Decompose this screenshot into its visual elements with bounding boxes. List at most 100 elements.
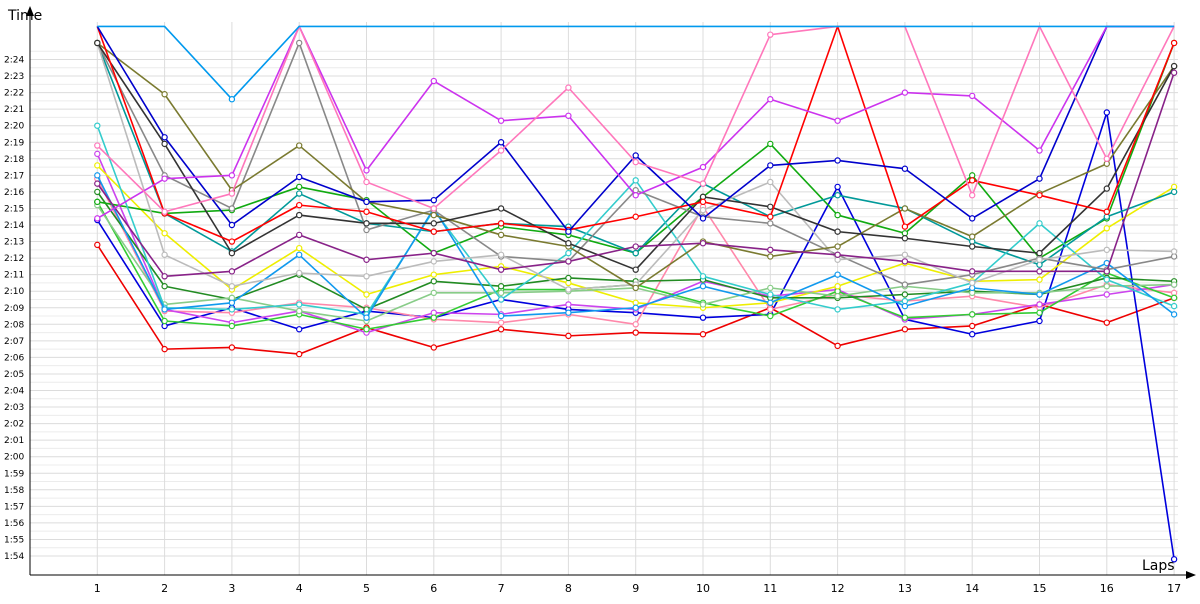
x-tick-label: 8 xyxy=(565,582,572,595)
data-point xyxy=(1103,276,1111,283)
data-point xyxy=(94,188,101,196)
data-point xyxy=(497,139,505,146)
data-point xyxy=(497,326,505,333)
data-point xyxy=(767,162,774,169)
data-point xyxy=(901,251,909,258)
data-point xyxy=(296,251,303,258)
y-tick-label: 2:22 xyxy=(4,89,24,99)
data-point xyxy=(296,307,303,315)
data-point xyxy=(767,213,774,220)
y-tick-label: 1:59 xyxy=(4,469,24,479)
data-point xyxy=(1103,246,1111,254)
data-point xyxy=(767,291,774,298)
data-point xyxy=(430,289,437,297)
data-point xyxy=(228,190,236,197)
data-point xyxy=(363,178,370,186)
data-point xyxy=(430,205,437,212)
data-point xyxy=(1036,147,1043,154)
data-point xyxy=(969,268,976,275)
data-point xyxy=(565,309,572,316)
data-point xyxy=(767,140,774,148)
x-tick-label: 15 xyxy=(1033,582,1047,595)
data-point xyxy=(363,208,370,215)
y-tick-label: 2:16 xyxy=(4,188,24,198)
data-point xyxy=(94,150,101,158)
data-point xyxy=(767,31,774,38)
data-point xyxy=(363,326,370,333)
data-point xyxy=(1170,248,1178,255)
data-point xyxy=(94,122,101,129)
data-point xyxy=(632,284,639,292)
data-point xyxy=(767,220,774,227)
data-point xyxy=(632,152,639,159)
data-point xyxy=(94,180,101,187)
data-point xyxy=(834,192,841,199)
y-tick-label: 2:18 xyxy=(4,155,24,165)
y-tick-label: 2:06 xyxy=(4,353,24,363)
data-point xyxy=(834,251,841,258)
y-axis-title: Time xyxy=(7,8,42,24)
data-point xyxy=(632,304,639,311)
data-point xyxy=(699,180,707,187)
data-point xyxy=(565,112,572,119)
data-point xyxy=(969,92,976,100)
data-point xyxy=(834,271,841,278)
data-point xyxy=(1036,309,1043,316)
x-tick-label: 1 xyxy=(94,582,101,595)
data-point xyxy=(296,190,303,197)
data-point xyxy=(228,322,236,330)
data-point xyxy=(161,175,168,182)
data-point xyxy=(767,96,774,103)
data-point xyxy=(161,317,168,325)
data-point xyxy=(497,147,505,154)
data-point xyxy=(1103,109,1111,116)
data-point xyxy=(1103,283,1111,290)
y-tick-label: 2:07 xyxy=(4,337,24,347)
data-point xyxy=(161,91,168,98)
data-point xyxy=(94,142,101,149)
data-point xyxy=(497,205,505,212)
data-point xyxy=(767,306,774,313)
data-point xyxy=(296,301,303,308)
data-point xyxy=(901,205,909,212)
y-tick-label: 2:00 xyxy=(4,453,24,463)
data-point xyxy=(363,273,370,280)
data-point xyxy=(565,274,572,282)
data-point xyxy=(1170,281,1178,288)
series-19 xyxy=(94,25,1175,222)
data-point xyxy=(834,283,841,290)
data-point xyxy=(94,198,101,206)
data-point xyxy=(430,211,437,219)
data-point xyxy=(497,289,505,297)
x-tick-label: 17 xyxy=(1167,582,1181,595)
data-point xyxy=(497,117,505,124)
data-point xyxy=(565,84,572,91)
data-point xyxy=(161,283,168,290)
data-point xyxy=(296,244,303,252)
data-point xyxy=(699,240,707,247)
y-tick-label: 1:55 xyxy=(4,535,24,545)
data-point xyxy=(834,228,841,235)
data-point xyxy=(1036,175,1043,182)
y-tick-label: 2:20 xyxy=(4,122,24,132)
data-point xyxy=(1170,39,1178,47)
data-point xyxy=(969,233,976,240)
data-point xyxy=(565,332,572,340)
data-point xyxy=(699,314,707,321)
data-point xyxy=(1036,291,1043,298)
data-point xyxy=(901,281,909,288)
series-21 xyxy=(97,25,1175,103)
data-point xyxy=(430,220,437,227)
data-point xyxy=(901,314,909,321)
data-point xyxy=(363,291,370,298)
data-point xyxy=(565,258,572,265)
data-point xyxy=(1036,192,1043,199)
data-point xyxy=(834,243,841,250)
data-point xyxy=(94,215,101,222)
data-point xyxy=(430,278,437,285)
y-tick-label: 2:01 xyxy=(4,436,24,446)
x-tick-label: 5 xyxy=(363,582,370,595)
data-point xyxy=(834,183,841,191)
data-point xyxy=(1103,291,1111,298)
data-point xyxy=(834,211,841,219)
